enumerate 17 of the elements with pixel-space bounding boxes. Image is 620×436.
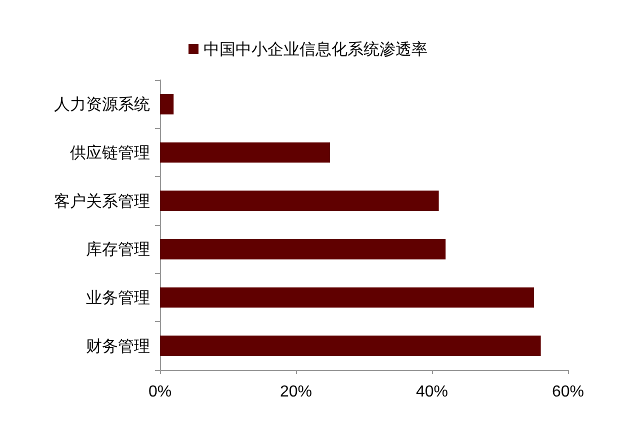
bar [160, 190, 439, 211]
x-tick-label: 40% [416, 384, 448, 400]
y-tick-label: 供应链管理 [70, 143, 150, 162]
y-tick-label: 人力资源系统 [54, 94, 150, 114]
x-tick-label: 20% [280, 384, 312, 400]
y-tick-label: 库存管理 [86, 240, 150, 259]
bar [160, 336, 541, 356]
y-tick-label: 业务管理 [86, 288, 150, 307]
x-tick-label: 60% [552, 384, 584, 400]
y-tick-label: 客户关系管理 [54, 191, 150, 210]
y-tick-label: 财务管理 [86, 336, 150, 356]
legend-label: 中国中小企业信息化系统渗透率 [204, 40, 428, 58]
bar [160, 142, 330, 163]
bar [160, 94, 174, 114]
bar [160, 287, 534, 308]
x-tick-label: 0% [148, 384, 172, 400]
bar [160, 239, 446, 260]
